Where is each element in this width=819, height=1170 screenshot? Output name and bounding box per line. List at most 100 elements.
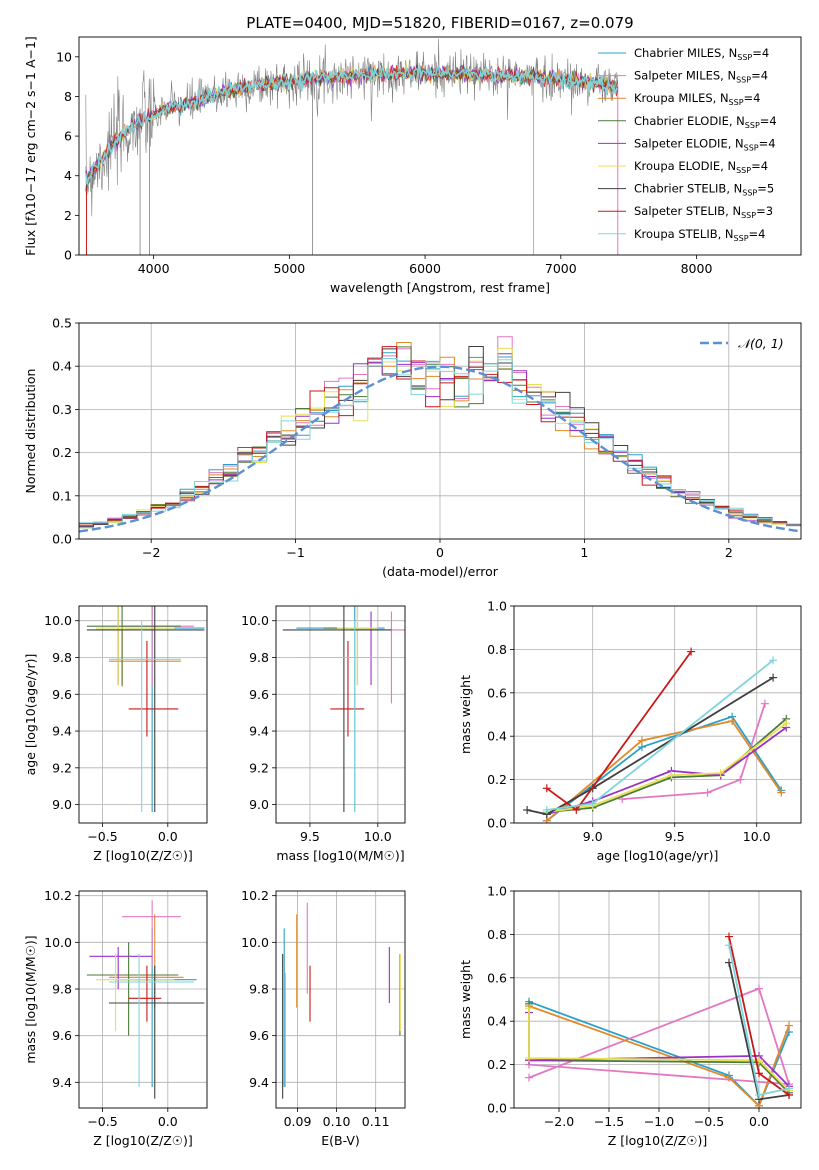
data-marker (525, 1004, 533, 1013)
y-tick-label: 0.4 (487, 1014, 507, 1029)
histogram-kroupa-stelib (79, 358, 801, 525)
legend-label: Kroupa MILES, NSSP=4 (634, 91, 760, 107)
legend-label: Chabrier STELIB, NSSP=5 (634, 182, 774, 198)
x-axis-label: mass [log10(M/M☉)] (276, 848, 404, 863)
spectrum-data-line (85, 38, 619, 217)
series-line (528, 1008, 790, 1092)
point-chabrier-elodie (86, 606, 181, 686)
y-axis-label: mass weight (458, 675, 473, 754)
gaussian-curve (79, 365, 801, 533)
series-line (528, 987, 791, 1086)
y-tick-label: 1.0 (487, 599, 507, 614)
x-tick-label: 0.10 (323, 1114, 351, 1129)
point-salpeter-stelib (128, 640, 179, 737)
y-tick-label: 0.6 (487, 685, 507, 700)
axes-mass-vs-ebv: 0.09 0.10 0.11 9.4 9.6 9.8 10.0 10.2 E(B-V) (241, 888, 405, 1148)
x-tick-label: −1.5 (594, 1114, 624, 1129)
series-kroupa-stelib (542, 656, 778, 814)
point-kroupa-elodie (337, 606, 378, 686)
y-tick-label: 10.2 (241, 888, 269, 903)
x-tick-label: −1.0 (644, 1114, 674, 1129)
point-salpeter-elodie (95, 606, 155, 686)
y-axis-label: mass weight (458, 960, 473, 1039)
spectrum-legend: Chabrier MILES, NSSP=4 Salpeter MILES, NS… (598, 46, 777, 243)
y-axis-label: age [log10(age/yr)] (23, 654, 38, 776)
point-chabrier-elodie (86, 942, 179, 1036)
data-marker (777, 788, 786, 797)
data-marker (725, 1073, 733, 1082)
y-tick-label: 10.0 (241, 613, 269, 628)
y-tick-label: 9.6 (249, 687, 269, 702)
x-tick-label: 9.0 (583, 829, 603, 844)
data-marker (572, 805, 581, 814)
x-axis-label: E(B-V) (321, 1133, 360, 1148)
data-marker (703, 788, 712, 797)
y-axis-label: Flux [fλ10−17 erg cm−2 s−1 A−1] (23, 36, 38, 256)
x-tick-label: 10.0 (743, 829, 771, 844)
point-kroupa-miles (109, 629, 181, 687)
y-tick-label: 10.0 (44, 613, 72, 628)
point-salpeter-elodie (350, 611, 385, 686)
data-marker (725, 941, 733, 950)
legend-label: Salpeter STELIB, NSSP=3 (634, 204, 773, 220)
y-tick-label: 0 (64, 248, 72, 263)
series-salpeter-stelib (725, 932, 793, 1099)
point-chabrier-miles (126, 606, 205, 812)
data-marker (736, 775, 745, 784)
data-marker (637, 736, 646, 745)
y-tick-label: 10.2 (44, 888, 72, 903)
y-tick-label: 2 (64, 208, 72, 223)
point-kroupa-stelib (296, 620, 385, 812)
data-marker (523, 805, 532, 814)
y-tick-label: 10.0 (241, 935, 269, 950)
plot-frame (78, 322, 802, 540)
axes-spectrum: 4000 5000 6000 7000 8000 0 2 4 6 8 10 wavelength [A… (23, 36, 712, 295)
y-tick-label: 9.6 (52, 1028, 72, 1043)
x-tick-label: −1 (286, 545, 304, 560)
series-line (622, 703, 766, 800)
weight-vs-age-lines (523, 647, 791, 823)
point-salpeter-stelib (128, 965, 162, 1022)
y-tick-label: 9.4 (249, 724, 269, 739)
plot-frame (275, 605, 406, 824)
y-tick-label: 9.6 (52, 687, 72, 702)
y-tick-label: 0.2 (52, 445, 72, 460)
residuals-plot (79, 336, 801, 533)
x-tick-label: −0.5 (87, 829, 117, 844)
spectrum-plot (85, 38, 619, 255)
plot-frame (513, 890, 802, 1109)
axes-residuals: −2 −1 0 1 2 0.0 0.1 0.2 0.3 0.4 0.5 (data-model)/er… (23, 316, 801, 579)
data-marker (725, 932, 733, 941)
x-tick-label: 4000 (138, 261, 170, 276)
legend-label: 𝒩(0, 1) (738, 336, 784, 351)
x-tick-label: −0.5 (87, 1114, 117, 1129)
x-axis-label: wavelength [Angstrom, rest frame] (330, 280, 550, 295)
data-marker (769, 656, 778, 665)
model-line-salpeter-stelib (85, 65, 619, 183)
legend-label: Salpeter MILES, NSSP=4 (634, 69, 768, 85)
y-tick-label: 0.0 (487, 816, 507, 831)
y-tick-label: 9.4 (249, 1075, 269, 1090)
point-chabrier-stelib (86, 606, 205, 812)
age-vs-mass-points (282, 606, 405, 812)
data-marker (782, 719, 791, 728)
point-kroupa-miles (109, 914, 184, 1008)
point-salpeter-stelib (330, 640, 365, 737)
plot-frame (275, 890, 406, 1109)
data-marker (785, 1084, 793, 1093)
data-marker (755, 984, 763, 993)
data-marker (785, 1021, 793, 1030)
x-tick-label: 0.11 (362, 1114, 390, 1129)
y-tick-label: 1.0 (487, 884, 507, 899)
y-tick-label: 0.8 (487, 642, 507, 657)
point-salpeter-elodie (89, 947, 153, 989)
legend-label: Kroupa STELIB, NSSP=4 (634, 227, 765, 243)
point-chabrier-stelib (109, 965, 205, 1099)
data-marker (667, 771, 676, 780)
y-tick-label: 0.4 (487, 729, 507, 744)
data-marker (755, 1090, 763, 1099)
x-tick-label: 6000 (409, 261, 441, 276)
series-kroupa-stelib (725, 941, 793, 1099)
y-tick-label: 0.1 (52, 488, 72, 503)
